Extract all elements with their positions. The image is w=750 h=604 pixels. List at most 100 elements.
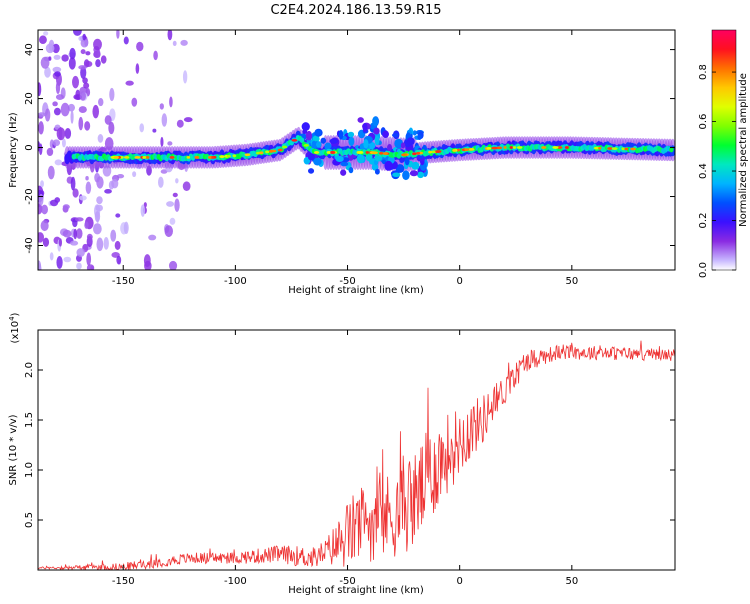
spectrogram-cell [180, 39, 188, 46]
spectrogram-cell [282, 145, 288, 149]
spectrogram-cell [83, 82, 90, 89]
spectrogram-cell [172, 192, 178, 198]
spectrogram-cell [70, 110, 74, 124]
spectrogram-cell [74, 217, 84, 222]
spectrogram-cell [86, 264, 95, 270]
spectrogram-cell [82, 33, 87, 41]
spectrogram-cell [320, 137, 327, 144]
spectrogram-cell [392, 133, 399, 138]
spectrogram-cell [145, 155, 150, 159]
spectrogram-cell [409, 170, 419, 177]
spectrogram-cell [412, 130, 417, 136]
spectrogram-cell [329, 138, 339, 144]
spectrogram-cell [86, 233, 93, 241]
spectrogram-cell [95, 59, 101, 68]
spectrogram-cell [169, 96, 173, 108]
spectrogram-cell [73, 30, 82, 36]
spectrogram-cell [387, 143, 392, 152]
spectrogram-cell [142, 155, 147, 159]
spectrogram-cell [62, 229, 72, 238]
spectrogram-cell [153, 50, 158, 61]
spectrogram-y-tick-label: 20 [24, 92, 35, 105]
spectrogram-cell [313, 157, 322, 166]
spectrogram-cell [96, 176, 104, 189]
spectrogram-cell [38, 193, 44, 206]
spectrogram-cell [69, 47, 76, 60]
spectrogram-cell [174, 198, 180, 212]
snr-x-tick-label: -50 [339, 576, 355, 587]
colorbar-label: Normalized spectral amplitude [738, 73, 749, 227]
spectrogram-cell [93, 223, 102, 235]
spectrogram-cell [84, 221, 89, 229]
spectrogram-cell [186, 155, 191, 159]
spectrogram-y-tick-label: 0 [24, 144, 35, 150]
spectrogram-cell [430, 150, 437, 154]
spectrogram-cell [134, 155, 141, 159]
spectrogram-cell [96, 237, 104, 252]
spectrogram-cell [108, 121, 115, 135]
spectrogram-cell [97, 49, 101, 58]
spectrogram-cell [161, 113, 168, 127]
spectrogram-cell [96, 196, 103, 205]
spectrogram-cell [40, 56, 50, 69]
spectrogram-cell [167, 30, 173, 41]
spectrogram-cell [38, 143, 43, 156]
spectrogram-cell [399, 158, 405, 163]
spectrogram-cell [61, 138, 66, 148]
colorbar-gradient [711, 29, 737, 271]
spectrogram-cell [42, 237, 50, 247]
spectrogram-cell [630, 147, 636, 151]
spectrogram-cell [338, 129, 344, 140]
spectrogram-cell [379, 151, 384, 155]
spectrogram-cell [53, 54, 61, 60]
snr-y-tick-label: 1.0 [24, 462, 35, 478]
spectrogram-cell [503, 146, 507, 149]
spectrogram-cell [76, 228, 83, 239]
spectrogram-cell [598, 146, 602, 150]
spectrogram-cell [509, 146, 514, 149]
spectrogram-cell [79, 195, 87, 201]
spectrogram-cell [219, 155, 225, 159]
spectrogram-cell [43, 31, 49, 36]
spectrogram-frame [37, 29, 676, 271]
spectrogram-cell [316, 141, 322, 148]
spectrogram-cell [52, 66, 62, 73]
spectrogram-cell [669, 146, 674, 153]
spectrogram-cell [62, 204, 70, 210]
spectrogram-cell [491, 146, 498, 150]
spectrogram-cell [70, 240, 79, 246]
snr-x-tick-label: 50 [565, 576, 578, 587]
spectrogram-cell [60, 102, 70, 117]
spectrogram-cell [110, 229, 117, 242]
snr-y-multiplier: (x104) [8, 312, 21, 343]
spectrogram-cell [97, 134, 104, 143]
spectrogram-cell [268, 149, 274, 153]
spectrogram-cell [552, 146, 559, 149]
spectrogram-cell [607, 147, 613, 150]
spectrogram-cell [307, 168, 315, 174]
spectrogram-cell [78, 106, 87, 114]
spectrogram-cell [176, 119, 184, 128]
spectrogram-cell [299, 137, 305, 144]
spectrogram-cell [305, 130, 313, 141]
spectrogram-cell [160, 169, 168, 174]
spectrogram-cell [624, 147, 629, 151]
spectrogram-cell [44, 66, 51, 78]
spectrogram-cell [136, 41, 144, 52]
spectrogram-cell [132, 171, 137, 178]
spectrogram-x-tick-label: 0 [456, 276, 462, 287]
spectrogram-cell [291, 138, 298, 142]
spectrogram-cell [94, 210, 101, 223]
spectrogram-cell [356, 153, 365, 164]
spectrogram-cell [564, 146, 569, 149]
snr-y-ticks: 0.5 1.0 1.5 2.0 [24, 362, 675, 528]
spectrogram-cell [116, 30, 120, 39]
spectrogram-cell [40, 180, 44, 188]
spectrogram-cell [404, 156, 410, 166]
spectrogram-cell [38, 121, 44, 135]
spectrogram-cell [143, 202, 147, 208]
spectrogram-cell [113, 155, 119, 159]
spectrogram-cell [103, 237, 109, 250]
